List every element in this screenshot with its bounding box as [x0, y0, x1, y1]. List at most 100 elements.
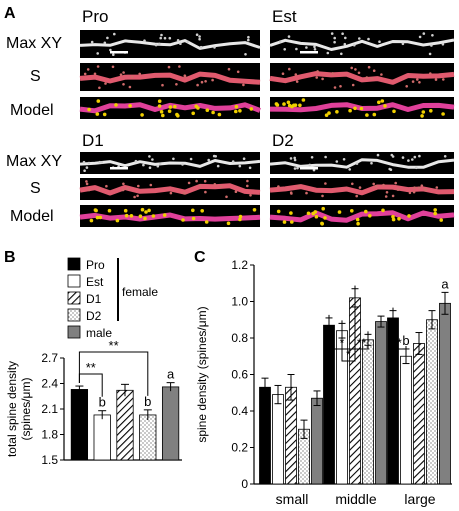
spine-dot	[327, 111, 331, 115]
spine-dot	[384, 195, 388, 198]
spine-dot	[231, 160, 235, 163]
legend-swatch-pro	[67, 257, 81, 271]
strip-background	[270, 152, 454, 174]
spine-dot	[115, 218, 120, 223]
spine-dot	[93, 208, 98, 212]
spine-dot	[122, 71, 125, 74]
spine-dot	[314, 214, 319, 219]
dendrite-trace	[79, 71, 261, 85]
spine-dot	[85, 182, 89, 186]
spine-dot	[441, 112, 445, 116]
spine-dot	[290, 192, 293, 195]
spine-dot	[367, 37, 370, 41]
spine-dot	[413, 155, 417, 159]
significance-stars: **	[109, 338, 119, 353]
spine-dot	[176, 39, 180, 42]
spine-dot	[335, 110, 339, 114]
spine-dot	[249, 194, 252, 197]
spine-dot	[367, 65, 371, 69]
spine-dot	[321, 206, 326, 211]
spine-dot	[207, 158, 210, 162]
spine-dot	[405, 85, 409, 88]
spine-dot	[179, 42, 182, 45]
spine-dot	[200, 80, 204, 84]
spine-dot	[191, 111, 195, 116]
panel-c: C 0 0.2 0.4 0.6 0.8 1.0 1.2 spine density (spin…	[194, 249, 452, 507]
legend-label-est: Est	[86, 275, 104, 289]
spine-dot	[83, 72, 87, 76]
spine-dot	[401, 42, 405, 46]
spine-dot	[211, 78, 214, 82]
spine-dot	[370, 161, 373, 165]
spine-dot	[195, 179, 198, 183]
chart-c-bar-small-male	[311, 397, 323, 485]
spine-dot	[388, 167, 392, 171]
spine-dot	[342, 158, 346, 161]
chart-c-significance-bracket: *	[341, 285, 356, 362]
spine-dot	[90, 40, 94, 44]
spine-dot	[93, 72, 97, 76]
spine-dot	[330, 32, 334, 35]
micrograph-bottom-0-2	[79, 205, 261, 227]
spine-dot	[313, 45, 316, 49]
micrograph-strips	[79, 30, 455, 227]
spine-dot	[391, 217, 396, 222]
spine-dot	[249, 107, 254, 111]
chart-c-category-label-middle: middle	[335, 491, 376, 507]
spine-dot	[374, 185, 378, 188]
chart-c-ytick-label: 0.2	[231, 441, 248, 455]
spine-dot	[324, 182, 327, 185]
spine-dot	[428, 52, 432, 56]
spine-dot	[198, 184, 202, 187]
spine-dot	[98, 215, 103, 220]
spine-dot	[103, 41, 107, 45]
spine-dot	[297, 184, 301, 188]
spine-dot	[321, 77, 324, 81]
spine-dot	[86, 68, 90, 71]
spine-dot	[421, 110, 426, 114]
strip-background	[270, 178, 454, 200]
row-label-model: Model	[10, 102, 54, 119]
spine-dot	[308, 163, 312, 167]
chart-b-ytick-label: 2.4	[41, 377, 58, 391]
spine-dot	[290, 104, 294, 109]
spine-dot	[420, 114, 424, 118]
legend-swatch-d1	[67, 291, 81, 305]
panel-a: A Pro Est D1 D2 Max XY S Model Max XY S …	[4, 5, 455, 227]
spine-dot	[234, 104, 239, 109]
spine-dot	[126, 187, 129, 190]
spine-dot	[169, 191, 173, 195]
spine-dot	[242, 157, 246, 160]
dendrite-trace	[269, 210, 455, 223]
spine-dot	[333, 36, 337, 40]
spine-dot	[87, 161, 91, 165]
spine-dot	[158, 162, 162, 166]
spine-dot	[416, 78, 419, 81]
spine-dot	[344, 36, 347, 40]
spine-dot	[333, 86, 337, 89]
row-label-s-2: S	[30, 180, 41, 197]
spine-dot	[234, 190, 238, 193]
chart-c-ytick-label: 1.0	[231, 295, 248, 309]
spine-dot	[157, 104, 162, 108]
dendrite-trace	[79, 212, 261, 222]
spine-dot	[238, 217, 242, 222]
chart-c-ytick-label: 0	[241, 477, 248, 491]
spine-dot	[87, 188, 91, 192]
spine-dot	[433, 211, 438, 216]
chart-b-value-label: b	[99, 395, 106, 410]
spine-dot	[439, 218, 444, 222]
spine-dot	[149, 183, 153, 187]
spine-dot	[397, 217, 401, 221]
spine-dot	[415, 166, 418, 170]
chart-b-bar-d1	[116, 389, 134, 461]
spine-dot	[429, 109, 433, 113]
spine-dot	[305, 46, 308, 49]
scale-bar	[300, 167, 318, 170]
spine-dot	[133, 195, 136, 199]
chart-c-category-label-large: large	[404, 491, 435, 507]
spine-dot	[364, 209, 368, 214]
spine-dot	[341, 32, 344, 35]
spine-dot	[119, 73, 123, 76]
spine-dot	[418, 81, 421, 84]
